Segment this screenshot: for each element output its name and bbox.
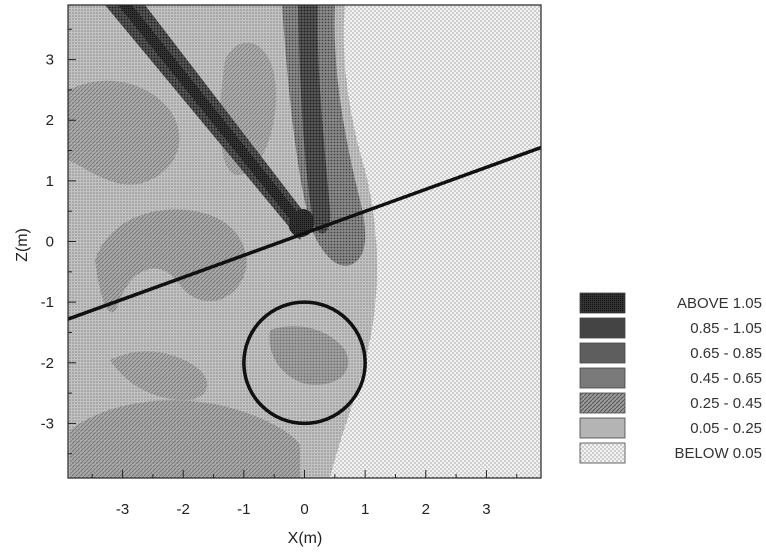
wave-front-vertical-core — [298, 5, 331, 234]
focus-peak — [288, 208, 315, 238]
y-axis: -3 -2 -1 0 1 2 3 — [41, 28, 76, 455]
legend-label: 0.45 - 0.65 — [690, 370, 762, 387]
legend-swatch — [579, 392, 626, 414]
x-tick-label: 2 — [422, 501, 430, 518]
y-tick-label: 3 — [46, 52, 54, 69]
wave-front-diagonal — [105, 5, 310, 240]
y-tick-label: 0 — [46, 234, 54, 251]
legend-swatch — [579, 442, 626, 464]
obstacle-circle — [242, 300, 367, 426]
legend-swatch — [579, 292, 626, 314]
legend-label: 0.25 - 0.45 — [690, 395, 762, 412]
y-tick-label: 1 — [46, 173, 54, 190]
x-tick-label: 1 — [361, 501, 369, 518]
y-tick-label: 2 — [46, 112, 54, 129]
swirl-band-3 — [70, 400, 300, 478]
y-tick-label: -1 — [41, 294, 54, 311]
x-tick-label: -2 — [177, 501, 190, 518]
legend-label: BELOW 0.05 — [674, 445, 762, 462]
legend-label: 0.05 - 0.25 — [690, 420, 762, 437]
x-tick-label: -3 — [116, 501, 129, 518]
legend-swatch — [579, 367, 626, 389]
plot-area — [68, 5, 541, 478]
swirl-band-1 — [68, 80, 180, 185]
x-tick-label: 3 — [482, 501, 490, 518]
x-tick-label: 0 — [300, 501, 308, 518]
y-tick-label: -3 — [41, 415, 54, 432]
x-tick-label: -1 — [237, 501, 250, 518]
y-axis-title: Z(m) — [14, 228, 31, 262]
x-axis-title: X(m) — [288, 530, 323, 547]
wave-front-diagonal-core — [118, 5, 305, 232]
legend-label: ABOVE 1.05 — [677, 295, 762, 312]
swirl-band-4 — [110, 351, 208, 400]
swirl-band-2 — [95, 209, 247, 313]
legend: ABOVE 1.05 0.85 - 1.05 0.65 - 0.85 0.45 - 0… — [579, 292, 762, 464]
legend-swatch — [579, 317, 626, 339]
legend-label: 0.65 - 0.85 — [690, 345, 762, 362]
ray-line — [68, 145, 541, 321]
legend-label: 0.85 - 1.05 — [690, 320, 762, 337]
x-axis: -3 -2 -1 0 1 2 3 — [91, 470, 518, 518]
swirl-band-5 — [269, 326, 349, 385]
legend-swatch — [579, 342, 626, 364]
overlay-layer — [68, 145, 541, 426]
legend-swatch — [579, 417, 626, 439]
y-tick-label: -2 — [41, 355, 54, 372]
